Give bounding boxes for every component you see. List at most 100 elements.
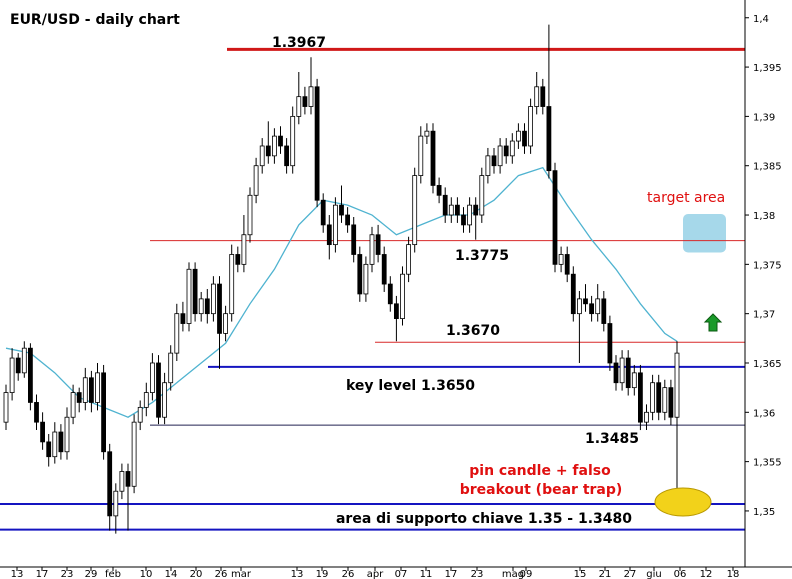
candle-body — [64, 416, 70, 453]
candle-body — [570, 273, 576, 315]
candle-body — [461, 214, 466, 226]
candle-body — [70, 392, 76, 418]
up-arrow — [703, 313, 723, 332]
x-tick-label: 07 — [395, 569, 408, 579]
y-tick-label: 1,385 — [753, 162, 782, 173]
candle-body — [3, 392, 9, 423]
y-tick-label: 1,37 — [753, 310, 775, 321]
candle-body — [40, 421, 45, 443]
candle-body — [351, 224, 357, 255]
candle-body — [89, 377, 94, 403]
y-tick-label: 1,39 — [753, 112, 775, 123]
candle-body — [204, 298, 210, 315]
candle-body — [125, 471, 131, 487]
annotation: area di supporto chiave 1.35 - 1.3480 — [336, 511, 632, 527]
x-tick-label: 17 — [36, 569, 49, 579]
candle-body — [387, 283, 393, 305]
x-tick-label: 17 — [445, 569, 458, 579]
candle-body — [668, 387, 674, 418]
candle-body — [509, 140, 515, 157]
candle-body — [393, 303, 399, 319]
candle-body — [320, 199, 326, 226]
candles — [3, 24, 680, 534]
chart-title: EUR/USD - daily chart — [10, 12, 180, 28]
candle-body — [210, 283, 216, 315]
annotation: target area — [647, 190, 725, 206]
candle-body — [21, 347, 27, 374]
candle-body — [241, 234, 247, 265]
candle-body — [271, 135, 277, 157]
candle-body — [638, 372, 643, 423]
y-tick-label: 1,35 — [753, 507, 775, 518]
candle-body — [650, 382, 655, 413]
candle-body — [540, 86, 546, 107]
candle-body — [253, 165, 259, 196]
y-tick-label: 1,355 — [753, 458, 782, 469]
candle-body — [247, 194, 253, 236]
candle-body — [259, 145, 265, 167]
candle-body — [454, 204, 460, 216]
candle-body — [143, 392, 149, 408]
candle-body — [491, 155, 497, 167]
x-tick-label: 11 — [420, 569, 433, 579]
candle-body — [607, 323, 613, 364]
annotation: 1.3670 — [446, 323, 500, 339]
x-tick-label: 26 — [215, 569, 228, 579]
candle-body — [644, 411, 649, 423]
candle-body — [296, 96, 302, 117]
x-tick-label: feb — [105, 569, 121, 579]
candle-body — [375, 234, 381, 255]
candle-body — [308, 86, 314, 107]
x-tick-label: apr — [367, 569, 384, 579]
candle-body — [479, 175, 485, 216]
candle-body — [174, 313, 180, 354]
candle-body — [418, 135, 424, 176]
candle-body — [381, 254, 387, 285]
annotation: 1.3775 — [455, 248, 509, 264]
candle-body — [27, 347, 33, 403]
candle-body — [192, 268, 198, 315]
candle-body — [424, 130, 430, 137]
candle-body — [186, 268, 192, 324]
x-tick-label: 12 — [700, 569, 713, 579]
candle-body — [217, 283, 222, 334]
y-tick-label: 1,395 — [753, 63, 782, 74]
candle-body — [314, 86, 320, 201]
x-tick-label: 27 — [624, 569, 637, 579]
candle-body — [284, 145, 290, 167]
candle-body — [625, 357, 631, 389]
x-tick-label: 20 — [190, 569, 203, 579]
candle-body — [631, 372, 637, 389]
candle-body — [235, 254, 241, 265]
candle-body — [119, 471, 125, 492]
candle-body — [357, 254, 363, 295]
candle-body — [442, 194, 448, 216]
x-tick-label: giu — [646, 569, 661, 579]
candle-body — [332, 204, 338, 246]
x-tick-label: 14 — [165, 569, 178, 579]
x-tick-label: 21 — [599, 569, 612, 579]
candle-body — [180, 313, 186, 324]
annotation: 1.3967 — [272, 35, 326, 51]
x-tick-label: mar — [231, 569, 252, 579]
candle-body — [534, 86, 540, 107]
candle-body — [162, 382, 168, 418]
candle-body — [326, 224, 332, 246]
candle-body — [662, 387, 668, 413]
candle-body — [406, 244, 412, 275]
candle-body — [149, 362, 155, 393]
x-tick-label: 13 — [291, 569, 304, 579]
x-tick-label: 13 — [11, 569, 24, 579]
candle-body — [412, 175, 418, 246]
candle-body — [552, 170, 558, 265]
candle-body — [430, 130, 436, 186]
pin-highlight — [654, 487, 712, 517]
candle-body — [265, 145, 271, 157]
x-tick-label: 15 — [574, 569, 587, 579]
candle-body — [601, 298, 607, 324]
y-tick-label: 1,4 — [753, 14, 769, 25]
candle-body — [58, 431, 64, 453]
candle-body — [473, 204, 479, 216]
y-tick-label: 1,375 — [753, 260, 782, 271]
annotation: 1.3485 — [585, 431, 639, 447]
